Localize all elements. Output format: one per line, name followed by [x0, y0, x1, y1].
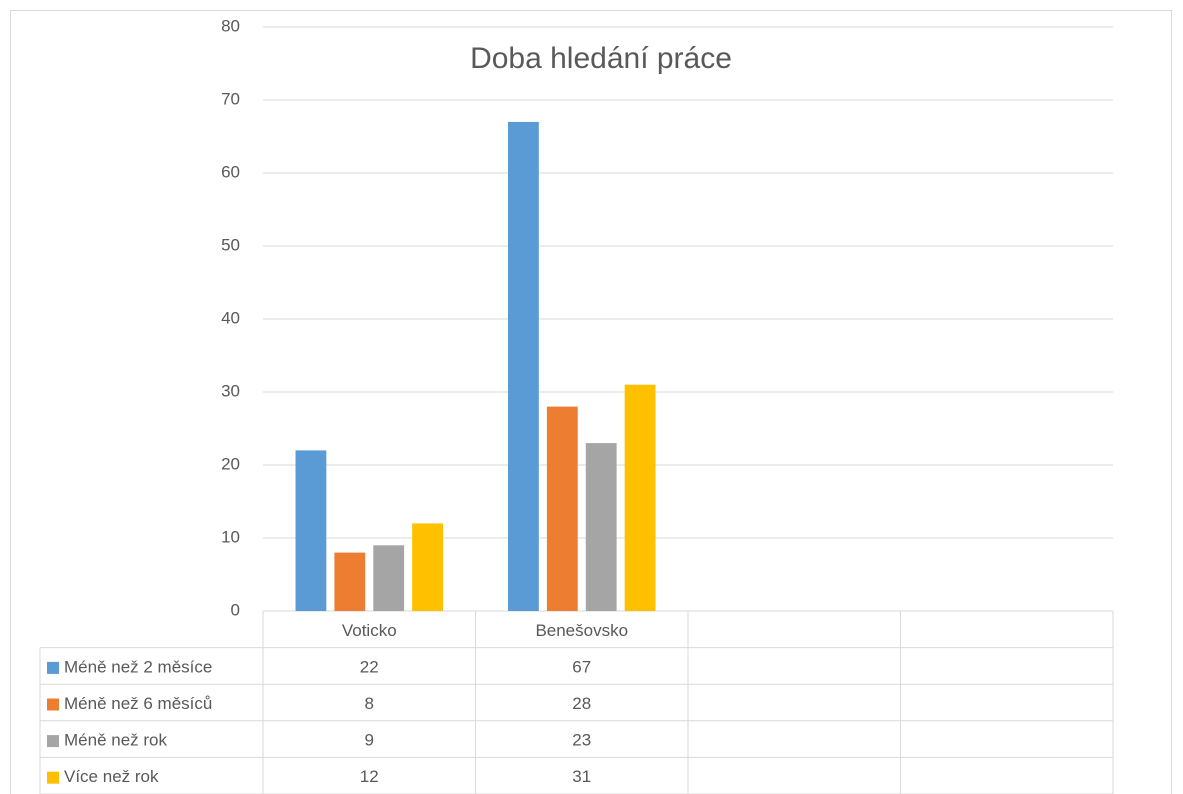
- chart-title: Doba hledání práce: [470, 42, 732, 75]
- y-tick-label: 70: [221, 89, 240, 108]
- table-value: 23: [572, 731, 591, 750]
- bar: [508, 121, 539, 612]
- table-value: 28: [572, 694, 591, 713]
- bar: [624, 384, 656, 611]
- y-tick-label: 50: [221, 235, 240, 254]
- bar: [295, 450, 327, 611]
- legend-swatch: [47, 698, 59, 711]
- table-value: 9: [365, 731, 374, 750]
- legend-label: Méně než rok: [64, 731, 167, 750]
- table-value: 67: [572, 657, 591, 676]
- bar: [334, 552, 366, 611]
- legend-swatch: [47, 661, 59, 674]
- table-value: 31: [572, 767, 591, 786]
- legend-label: Méně než 6 měsíců: [64, 694, 212, 713]
- y-tick-label: 30: [221, 381, 240, 400]
- legend-swatch: [47, 735, 59, 748]
- y-tick-label: 60: [221, 162, 240, 181]
- chart-border: [10, 10, 1172, 794]
- x-tick-label: Benešovsko: [535, 621, 628, 640]
- y-tick-label: 80: [221, 16, 240, 35]
- bar: [546, 406, 578, 611]
- legend-label: Méně než 2 měsíce: [64, 657, 212, 676]
- bar: [373, 545, 405, 611]
- bar: [585, 443, 617, 611]
- table-value: 22: [360, 657, 379, 676]
- y-tick-label: 20: [221, 454, 240, 473]
- table-value: 8: [365, 694, 374, 713]
- x-tick-label: Voticko: [342, 621, 397, 640]
- legend-swatch: [47, 771, 59, 784]
- y-tick-label: 0: [231, 600, 240, 619]
- bar: [412, 523, 443, 611]
- y-tick-label: 10: [221, 527, 240, 546]
- y-tick-label: 40: [221, 308, 240, 327]
- legend-label: Více než rok: [64, 767, 159, 786]
- table-value: 12: [360, 767, 379, 786]
